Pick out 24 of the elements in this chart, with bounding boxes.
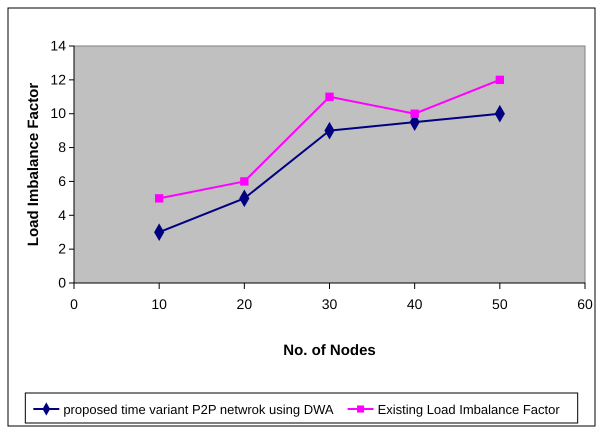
- x-tick-label: 30: [322, 296, 338, 312]
- point: [325, 92, 334, 101]
- point: [154, 194, 164, 203]
- point: [240, 177, 249, 186]
- x-axis-title: No. of Nodes: [283, 342, 376, 359]
- y-tick-label: 10: [50, 105, 66, 122]
- x-tick-label: 10: [151, 296, 168, 312]
- y-tick-label: 12: [50, 71, 66, 88]
- y-axis-title: Load Imbalance Factor: [25, 82, 42, 246]
- legend-label: Existing Load Imbalance Factor: [378, 402, 560, 417]
- point: [496, 76, 504, 84]
- x-tick-label: 50: [492, 296, 508, 312]
- legend-label: proposed time variant P2P netwrok using DWA: [63, 402, 334, 417]
- y-tick-label: 4: [58, 206, 66, 223]
- y-tick-label: 2: [58, 240, 66, 257]
- point: [410, 110, 419, 118]
- y-tick-label: 14: [50, 37, 66, 54]
- x-tick-label: 40: [406, 296, 423, 312]
- x-tick-label: 20: [236, 296, 252, 312]
- y-tick-label: 8: [58, 139, 66, 156]
- x-tick-label: 60: [577, 296, 593, 312]
- x-tick-label: 0: [70, 296, 78, 312]
- y-tick-label: 0: [58, 274, 66, 290]
- y-tick-label: 6: [58, 172, 66, 189]
